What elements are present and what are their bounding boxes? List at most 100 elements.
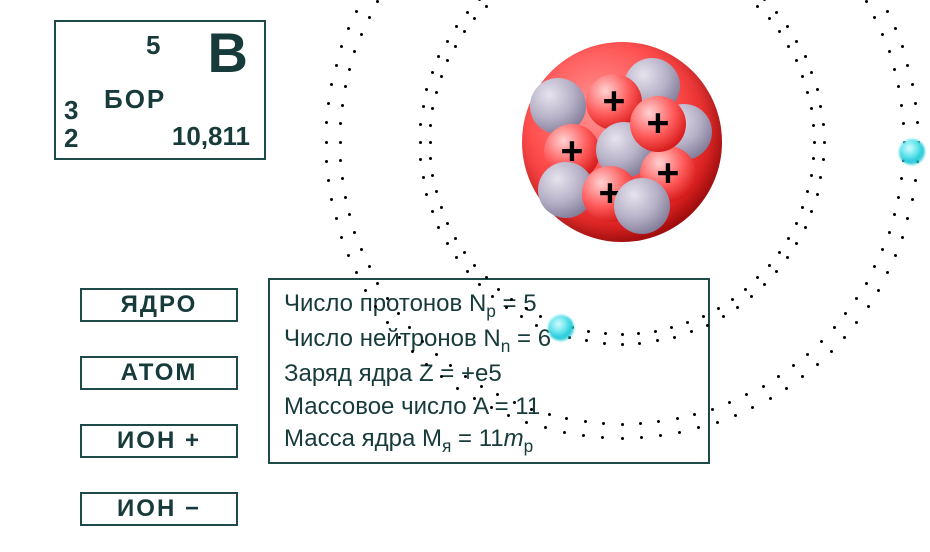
orbit-dot <box>670 326 673 329</box>
orbit-dot <box>327 179 330 182</box>
orbit-dot <box>421 340 424 343</box>
orbit-dot <box>446 242 449 245</box>
orbit-dot <box>888 231 891 234</box>
orbit-dot <box>335 64 338 67</box>
orbit-dot <box>455 256 458 259</box>
orbit-dot <box>621 423 624 426</box>
orbit-dot <box>804 55 807 58</box>
orbit-dot <box>360 33 363 36</box>
orbit-dot <box>485 276 488 279</box>
orbit-dot <box>325 121 328 124</box>
orbit-dot <box>463 30 466 33</box>
orbit-dot <box>344 196 347 199</box>
orbit-dot <box>386 321 389 324</box>
orbit-dot <box>786 25 789 28</box>
orbit-dot <box>806 91 809 94</box>
orbit-dot <box>756 276 759 279</box>
orbit-dot <box>535 324 538 327</box>
orbit-dot <box>408 326 411 329</box>
orbit-dot <box>778 251 781 254</box>
orbit-dot <box>881 248 884 251</box>
orbit-dot <box>446 40 449 43</box>
orbit-dot <box>353 231 356 234</box>
orbit-dot <box>456 387 459 390</box>
orbit-dot <box>466 270 469 273</box>
orbit-dot <box>697 426 700 429</box>
orbit-dot <box>355 10 358 13</box>
orbit-dot <box>775 11 778 14</box>
orbit-dot <box>786 256 789 259</box>
orbit-dot <box>900 177 903 180</box>
orbit-dot <box>676 417 679 420</box>
electron <box>899 139 925 165</box>
orbit-dot <box>473 264 476 267</box>
orbit-dot <box>886 271 889 274</box>
orbit-dot <box>893 68 896 71</box>
orbit-dot <box>833 326 836 329</box>
orbit-dot <box>330 83 333 86</box>
neutron <box>614 178 670 234</box>
orbit-dot <box>435 190 438 193</box>
orbit-dot <box>437 55 440 58</box>
orbit-dot <box>816 193 819 196</box>
orbit-dot <box>810 210 813 213</box>
orbit-dot <box>325 141 328 144</box>
orbit-dot <box>446 59 449 62</box>
orbit-dot <box>419 141 422 144</box>
orbit-dot <box>822 123 825 126</box>
orbit-dot <box>455 25 458 28</box>
orbit-dot <box>795 222 798 225</box>
orbit-dot <box>510 298 513 301</box>
orbit-dot <box>478 283 481 286</box>
orbit-dot <box>678 431 681 434</box>
orbit-dot <box>621 333 624 336</box>
orbit-dot <box>496 393 499 396</box>
orbit-dot <box>364 289 367 292</box>
orbit-dot <box>587 330 590 333</box>
orbit-dot <box>440 206 443 209</box>
orbit-dot <box>464 375 467 378</box>
orbit-dot <box>584 420 587 423</box>
orbit-dot <box>659 434 662 437</box>
orbit-dot <box>603 342 606 345</box>
orbit-dot <box>702 315 705 318</box>
orbit-dot <box>449 364 452 367</box>
orbit-dot <box>348 213 351 216</box>
orbit-dot <box>491 295 494 298</box>
orbit-dot <box>812 157 815 160</box>
orbit-dot <box>902 122 905 125</box>
orbit-dot <box>419 123 422 126</box>
orbit-dot <box>513 401 516 404</box>
orbit-dot <box>804 226 807 229</box>
orbit-dot <box>744 288 747 291</box>
orbit-dot <box>473 397 476 400</box>
orbit-dot <box>431 210 434 213</box>
orbit-dot <box>911 83 914 86</box>
orbit-dot <box>565 417 568 420</box>
orbit-dot <box>762 385 765 388</box>
orbit-dot <box>745 393 748 396</box>
orbit-dot <box>873 265 876 268</box>
orbit-dot <box>654 330 657 333</box>
orbit-dot <box>454 45 457 48</box>
orbit-dot <box>686 321 689 324</box>
orbit-dot <box>731 298 734 301</box>
orbit-dot <box>787 45 790 48</box>
orbit-dot <box>810 174 813 177</box>
orbit-dot <box>819 176 822 179</box>
orbit-dot <box>656 339 659 342</box>
orbit-dot <box>823 141 826 144</box>
orbit-dot <box>325 160 328 163</box>
orbit-dot <box>425 88 428 91</box>
orbit-dot <box>585 339 588 342</box>
orbit-dot <box>466 11 469 14</box>
orbit-dot <box>355 271 358 274</box>
orbit-dot <box>446 222 449 225</box>
orbit-dot <box>340 45 343 48</box>
orbit-dot <box>855 297 858 300</box>
orbit-dot <box>810 107 813 110</box>
orbit-dot <box>478 0 481 1</box>
orbit-dot <box>490 406 493 409</box>
orbit-dot <box>777 375 780 378</box>
orbit-dot <box>376 0 379 3</box>
